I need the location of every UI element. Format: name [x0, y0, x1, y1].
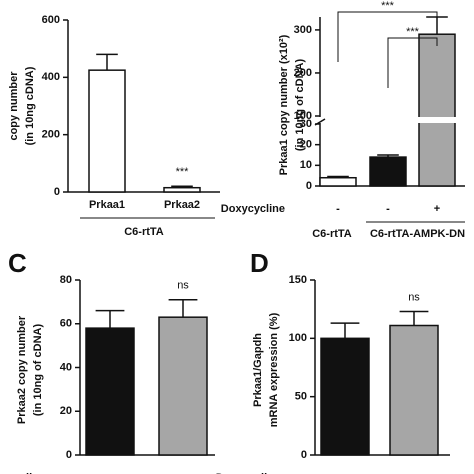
- y-tick-label: 400: [42, 71, 60, 83]
- x-tick-label: -: [343, 472, 347, 474]
- bar: [389, 324, 439, 456]
- y-tick-label: 0: [54, 186, 60, 198]
- y-axis-label: (in 10ng of cDNA): [32, 324, 44, 417]
- y-axis-label: mRNA expression (%): [268, 312, 280, 427]
- significance-label: ns: [408, 291, 420, 303]
- significance-bracket: [387, 37, 438, 88]
- y-axis-label: copy number: [8, 71, 20, 141]
- significance-label: ns: [177, 280, 189, 292]
- x-tick-label: -: [336, 203, 340, 215]
- y-tick-label: 20: [300, 139, 312, 151]
- y-tick-label: 30: [300, 118, 312, 130]
- x-tick-label: +: [411, 472, 417, 474]
- y-axis-label: Prkaa1 copy number (x10²): [278, 34, 290, 175]
- y-tick-label: 150: [289, 274, 307, 286]
- bar: [85, 327, 135, 456]
- y-tick-label: 100: [294, 110, 312, 122]
- bar: [369, 156, 407, 187]
- y-axis-label: (in 10ng of cDNA): [294, 59, 306, 152]
- panel-letter: C: [8, 248, 27, 278]
- break-mark: [314, 118, 326, 126]
- y-tick-label: 50: [295, 391, 307, 403]
- group-label: C6-rtTA-AMPK-DN: [370, 228, 465, 240]
- axis-break: [314, 117, 465, 123]
- y-tick-label: 0: [306, 180, 312, 192]
- y-axis-label: Prkaa1/Gapdh: [252, 333, 264, 407]
- y-tick-label: 300: [294, 24, 312, 36]
- y-tick-label: 0: [66, 449, 72, 461]
- y-tick-label: 200: [42, 129, 60, 141]
- significance-label: ***: [176, 166, 190, 178]
- x-tick-label: -: [386, 203, 390, 215]
- significance-bracket: [337, 11, 438, 62]
- y-tick-label: 60: [60, 318, 72, 330]
- y-tick-label: 20: [60, 405, 72, 417]
- bar: [158, 316, 208, 456]
- bar: [319, 176, 357, 187]
- y-tick-label: 40: [60, 361, 72, 373]
- group-label: C6-rtTA: [124, 226, 164, 238]
- bar: [320, 337, 370, 456]
- y-tick-label: 10: [300, 159, 312, 171]
- y-tick-label: 0: [301, 449, 307, 461]
- x-axis-label: Doxycycline: [221, 203, 285, 215]
- x-axis-label: Doxycycline: [0, 472, 45, 474]
- significance-label: ***: [406, 26, 420, 38]
- x-axis-label: Doxycycline: [216, 472, 280, 474]
- bar: [163, 186, 201, 193]
- bar: [88, 69, 126, 193]
- significance-label: ***: [381, 0, 395, 12]
- y-tick-label: 600: [42, 14, 60, 26]
- y-axis-label: (in 10ng cDNA): [24, 66, 36, 145]
- x-tick-label: Prkaa2: [164, 199, 200, 211]
- x-tick-label: +: [180, 472, 186, 474]
- y-tick-label: 200: [294, 67, 312, 79]
- x-tick-label: Prkaa1: [89, 199, 125, 211]
- y-axis-label: Prkaa2 copy number: [16, 315, 28, 424]
- y-tick-label: 100: [289, 332, 307, 344]
- x-tick-label: -: [108, 472, 112, 474]
- group-label: C6-rtTA: [312, 228, 352, 240]
- bar: [418, 33, 456, 187]
- panel-letter: D: [250, 248, 269, 278]
- y-tick-label: 80: [60, 274, 72, 286]
- x-tick-label: +: [434, 203, 440, 215]
